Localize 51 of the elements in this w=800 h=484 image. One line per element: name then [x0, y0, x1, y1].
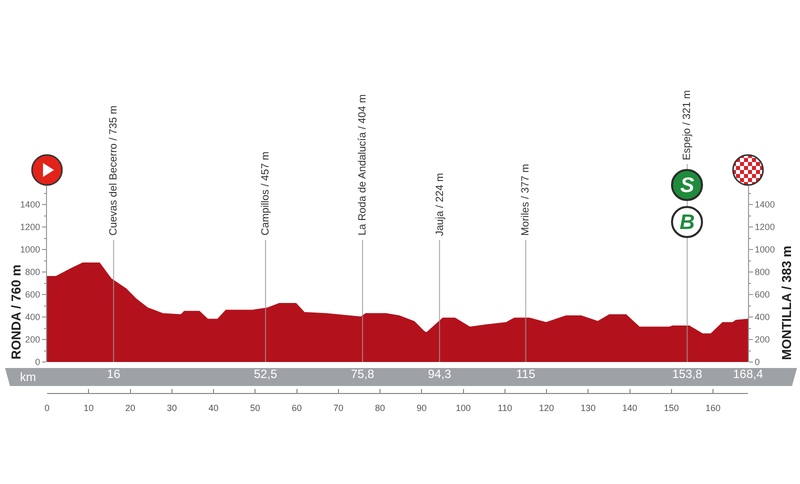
round-badge: S: [671, 169, 704, 201]
y2-tick-label: 200: [754, 334, 770, 345]
x2-tick-label: 0: [44, 402, 50, 413]
x2-tick-label: 10: [84, 402, 94, 413]
x-tick-label: 153,8: [672, 367, 703, 381]
y-tick-label: 200: [25, 334, 40, 345]
x-tick-label: 94,3: [428, 367, 452, 381]
x-axis-title: km: [20, 370, 36, 384]
y-tick-label: 800: [25, 267, 40, 278]
x2-tick-label: 80: [375, 402, 386, 413]
x-tick-label: 115: [516, 367, 536, 381]
y2-axis-title: MONTILLA / 383 m: [779, 246, 794, 360]
x2-tick-label: 50: [250, 402, 260, 413]
ref-line-label: Cuevas del Becerro / 735 m: [108, 105, 120, 236]
x-tick-label: 52,5: [254, 367, 278, 381]
ref-line-label: Moriles / 377 m: [520, 164, 532, 236]
y-tick-label: 600: [25, 290, 40, 300]
x-tick-label: 168,4: [732, 367, 764, 381]
y2-tick-label: 1200: [754, 222, 775, 232]
x2-tick-label: 110: [498, 402, 512, 413]
y-tick-label: 1400: [20, 200, 40, 210]
x2-tick-label: 90: [416, 402, 427, 413]
y2-tick-label: 1400: [754, 200, 775, 210]
round-badge: B: [671, 206, 704, 238]
y2-tick-label: 600: [754, 290, 770, 300]
ref-line-label: Espejo / 321 m: [681, 90, 694, 160]
ref-line-label: Jauja / 224 m: [434, 172, 446, 236]
x2-tick-label: 60: [292, 402, 302, 413]
x2-tick-label: 120: [539, 402, 554, 413]
y-axis-title: RONDA / 760 m: [8, 264, 24, 360]
y-tick-label: 1200: [20, 222, 40, 232]
x2-tick-label: 20: [125, 402, 136, 413]
y-tick-label: 400: [25, 312, 40, 322]
x2-tick-label: 130: [580, 402, 596, 413]
y2-tick-label: 400: [754, 312, 770, 322]
y2-tick-label: 0: [754, 357, 760, 368]
y-tick-label: 1000: [20, 244, 40, 255]
x-tick-label: 16: [106, 367, 121, 381]
x2-tick-label: 150: [664, 402, 679, 413]
y2-tick-label: 1000: [754, 244, 775, 255]
x2-tick-label: 140: [622, 402, 638, 413]
x2-tick-label: 70: [333, 402, 344, 413]
ref-line-label: La Roda de Andalucía / 404 m: [356, 94, 369, 236]
y2-tick-label: 800: [754, 267, 770, 278]
x2-tick-label: 100: [456, 402, 471, 413]
x2-tick-label: 40: [208, 402, 219, 413]
x-tick-label: 75,8: [350, 367, 375, 381]
x2-tick-label: 30: [166, 402, 177, 413]
y-tick-label: 0: [35, 357, 40, 368]
x2-tick-label: 160: [706, 402, 721, 413]
ref-line-label: Campillos / 457 m: [260, 151, 272, 236]
